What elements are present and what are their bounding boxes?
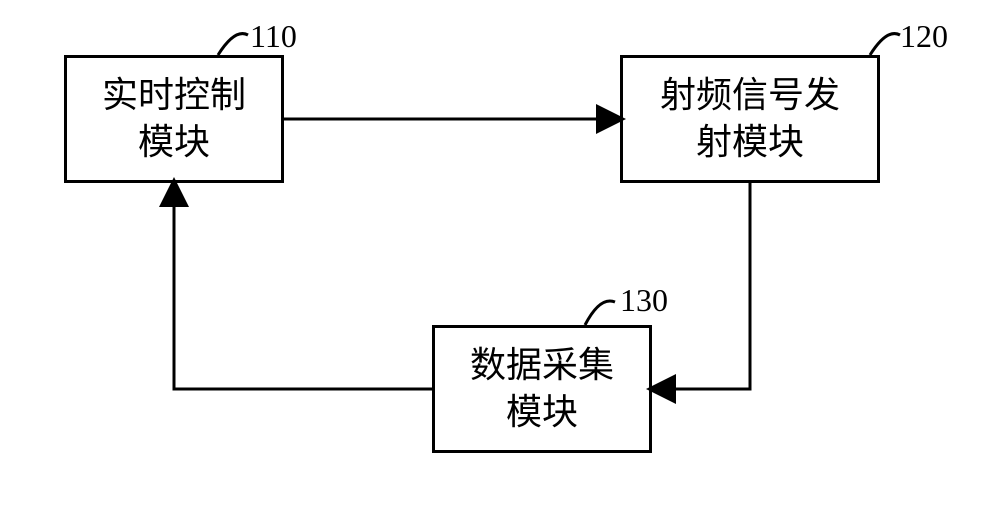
box-data-acquisition: 数据采集 模块	[432, 325, 652, 453]
label-110: 110	[250, 18, 297, 55]
box-data-acquisition-text: 数据采集 模块	[470, 342, 614, 436]
label-130: 130	[620, 282, 668, 319]
box1-line2: 模块	[102, 119, 246, 166]
box2-line2: 射模块	[660, 119, 840, 166]
box2-line1: 射频信号发	[660, 72, 840, 119]
label-120: 120	[900, 18, 948, 55]
box-rf-signal-transmit-text: 射频信号发 射模块	[660, 72, 840, 166]
box-realtime-control: 实时控制 模块	[64, 55, 284, 183]
box1-line1: 实时控制	[102, 72, 246, 119]
box-realtime-control-text: 实时控制 模块	[102, 72, 246, 166]
box3-line2: 模块	[470, 389, 614, 436]
box-rf-signal-transmit: 射频信号发 射模块	[620, 55, 880, 183]
box3-line1: 数据采集	[470, 342, 614, 389]
